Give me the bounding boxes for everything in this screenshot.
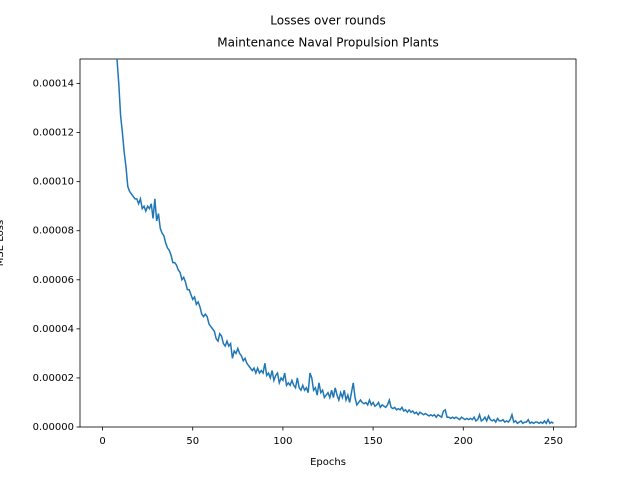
x-axis-label: Epochs [310, 457, 346, 468]
y-tick-label: 0.00010 [33, 177, 74, 188]
y-tick-label: 0.00014 [33, 79, 74, 90]
y-axis-label: MSE Loss [0, 220, 6, 266]
chart-subtitle: Maintenance Naval Propulsion Plants [217, 36, 438, 50]
chart-title: Losses over rounds [270, 14, 385, 28]
x-tick-label: 50 [186, 436, 199, 447]
x-tick-label: 0 [99, 436, 105, 447]
y-tick-label: 0.00002 [33, 373, 74, 384]
y-tick-label: 0.00004 [33, 324, 74, 335]
y-tick-label: 0.00012 [33, 128, 74, 139]
loss-line [116, 59, 554, 425]
y-tick-label: 0.00008 [33, 226, 74, 237]
x-tick-label: 200 [454, 436, 473, 447]
axes-frame [79, 58, 577, 428]
x-tick-label: 250 [544, 436, 563, 447]
y-tick-label: 0.00006 [33, 275, 74, 286]
x-tick-label: 100 [273, 436, 292, 447]
x-tick-label: 150 [364, 436, 383, 447]
y-tick-label: 0.00000 [33, 422, 74, 433]
